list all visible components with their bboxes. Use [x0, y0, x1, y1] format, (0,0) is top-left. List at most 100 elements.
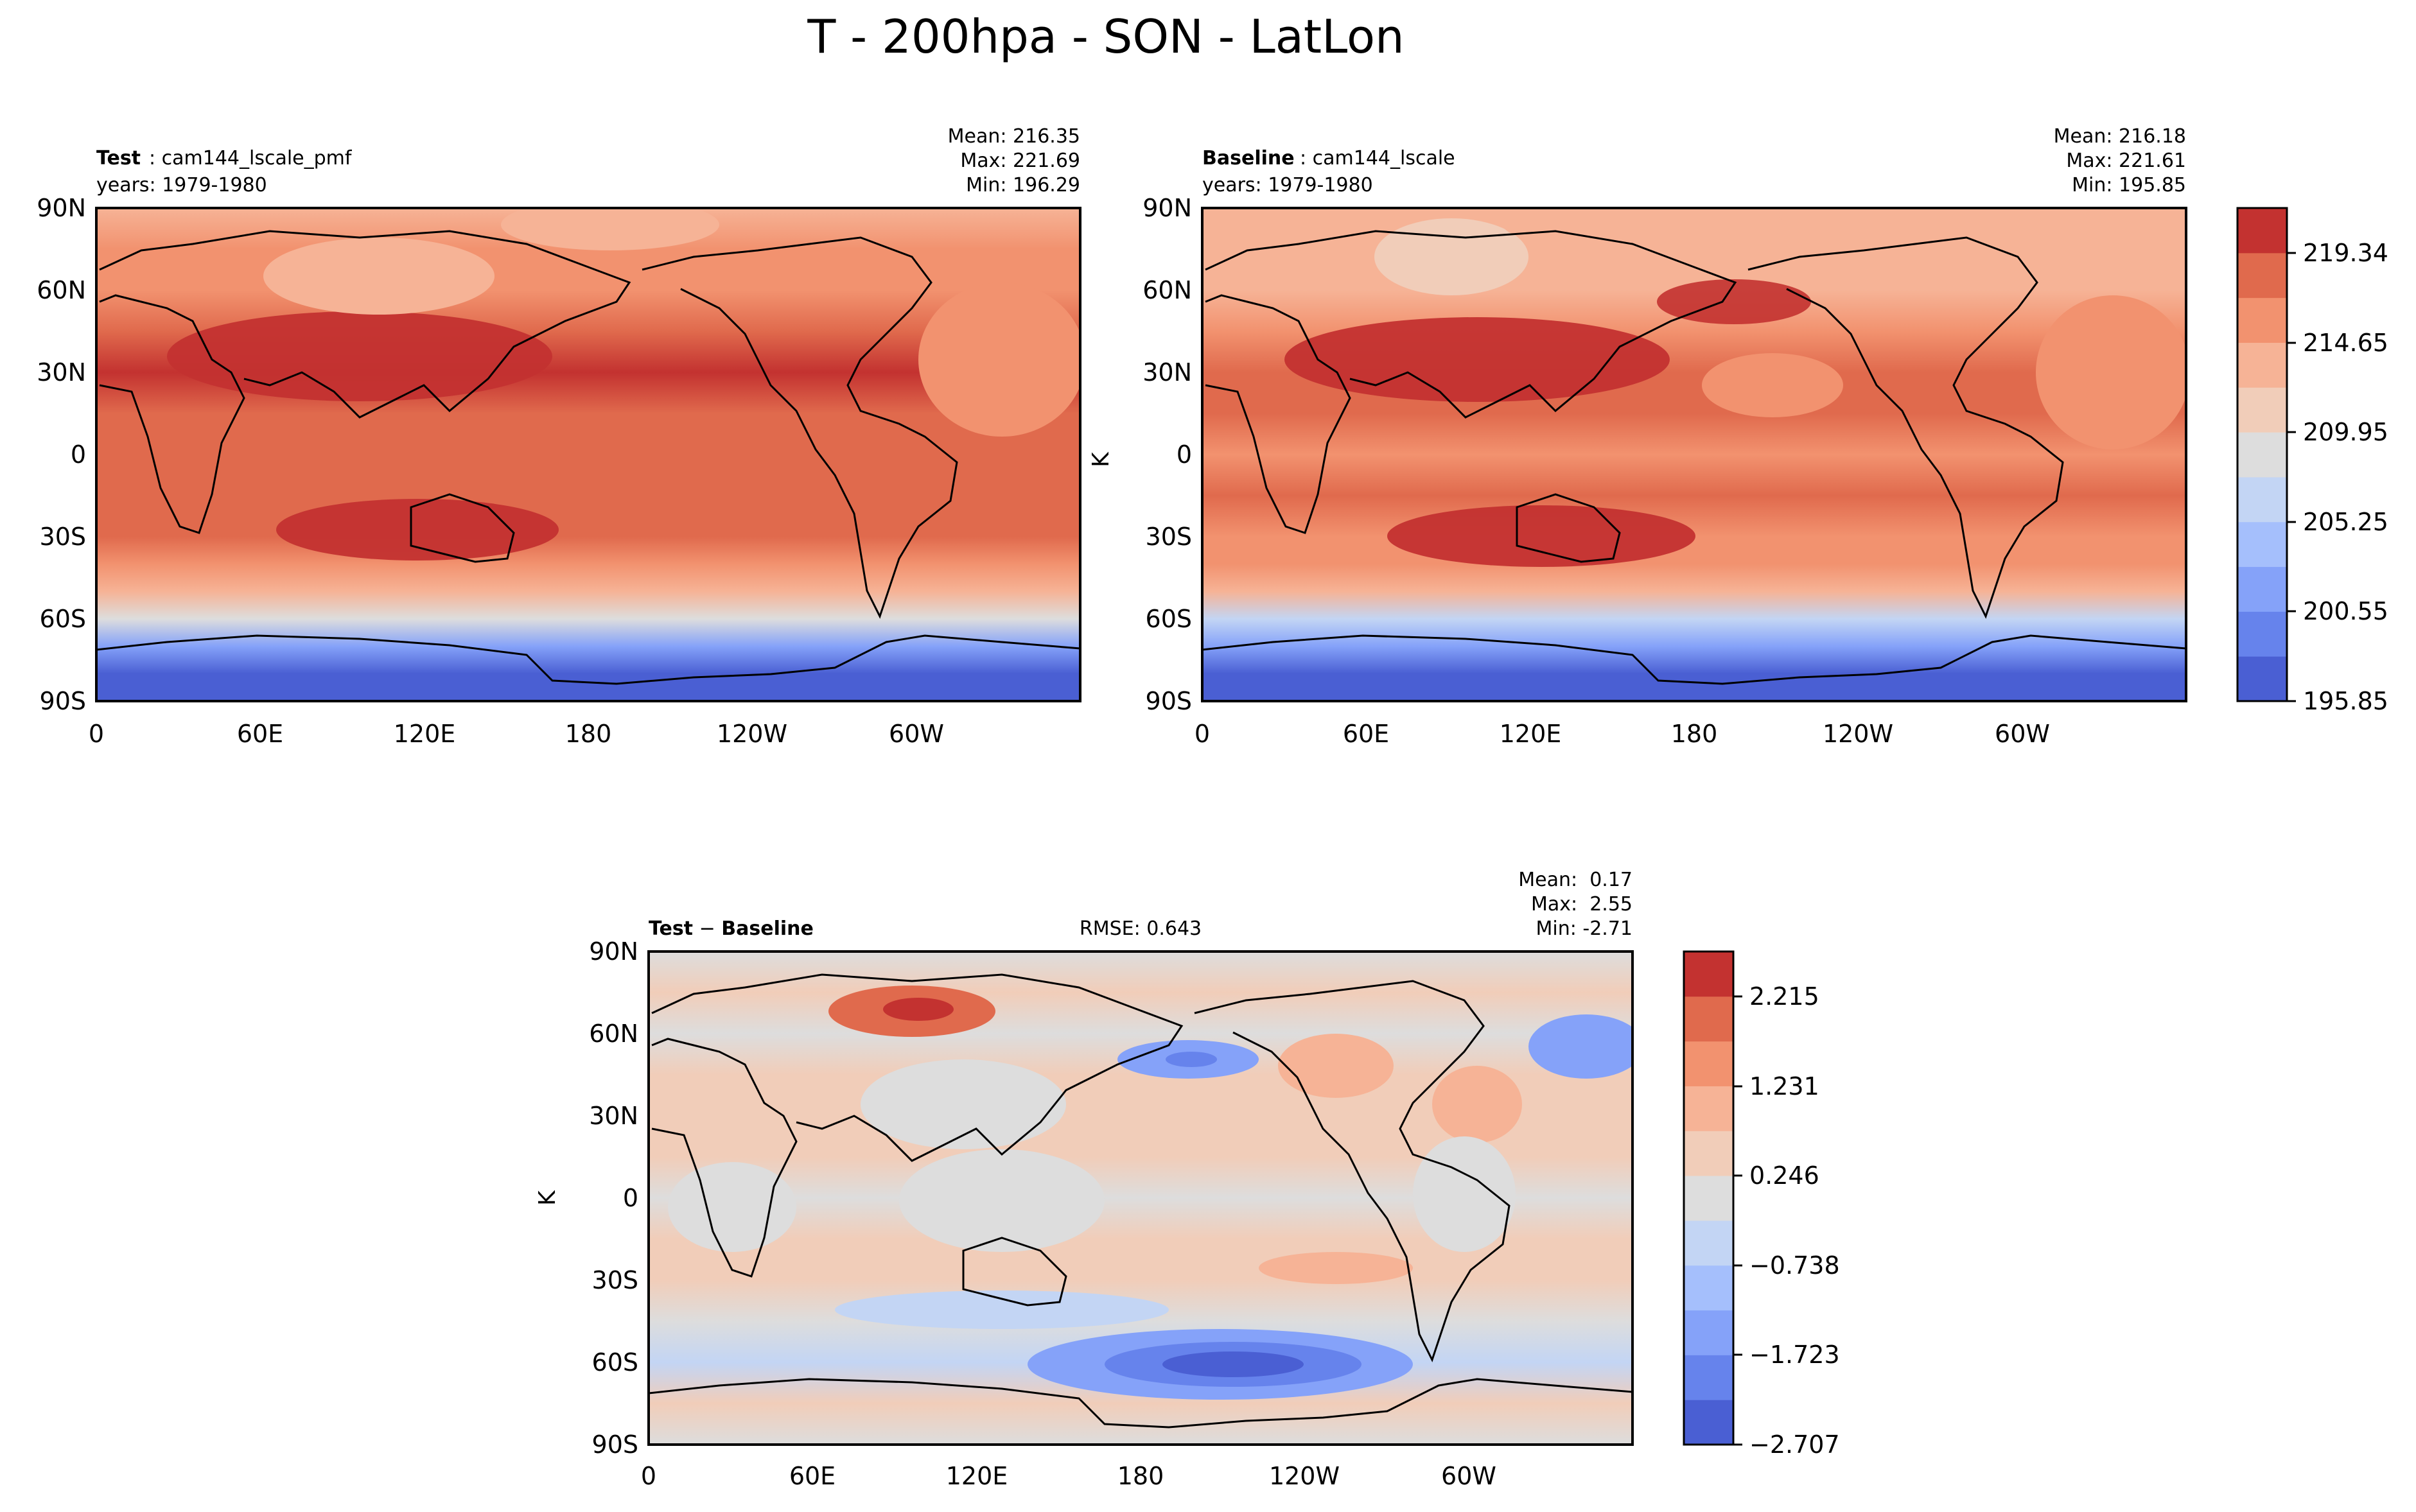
diff-cold-southern-core: [1162, 1351, 1304, 1377]
test-ytick-90s: 90S: [40, 687, 86, 715]
baseline-cool-pacific: [1702, 353, 1843, 417]
figure-title: T - 200hpa - SON - LatLon: [807, 10, 1404, 64]
test-coast-americas: [642, 236, 958, 619]
diff-cold-beringia-core: [1166, 1052, 1217, 1067]
test-xtick-60w: 60W: [889, 720, 944, 748]
diff-field-blobs: [668, 986, 1633, 1400]
bottom-cbar-label-3: 0.246: [1749, 1161, 1819, 1190]
top-cbar-label-5: 219.34: [2303, 239, 2388, 267]
test-y-ticks: 90N 60N 30N 0 30S 60S 90S: [37, 194, 86, 715]
baseline-warm-tibet: [1284, 317, 1670, 402]
diff-label-baseline: Baseline: [721, 917, 814, 940]
diff-coast-australia: [962, 1237, 1067, 1307]
baseline-stat-mean: Mean: 216.18: [2054, 125, 2186, 148]
baseline-x-ticks: 0 60E 120E 180 120W 60W: [1195, 720, 2050, 748]
diff-cool-subtropics: [835, 1290, 1169, 1329]
top-cbar-label-4: 214.65: [2303, 329, 2388, 357]
test-stat-max: Max: 221.69: [960, 150, 1080, 172]
baseline-xtick-60e: 60E: [1343, 720, 1389, 748]
bottom-cbar-label-2: −0.738: [1749, 1251, 1840, 1280]
diff-ytick-60s: 60S: [592, 1348, 638, 1377]
colorbar-swatch: [1684, 1220, 1733, 1266]
test-xtick-0: 0: [89, 720, 104, 748]
baseline-coast-asia: [1205, 230, 1737, 419]
baseline-warm-pacific: [1657, 279, 1811, 324]
test-stat-mean: Mean: 216.35: [948, 125, 1080, 148]
diff-label-test: Test: [649, 917, 693, 940]
diff-panel: Test − Baseline RMSE: 0.643 Mean: 0.17 M…: [534, 869, 1840, 1490]
baseline-ytick-90s: 90S: [1146, 687, 1192, 715]
test-ytick-30s: 30S: [40, 523, 86, 551]
baseline-map-field: [1202, 208, 2186, 701]
colorbar-swatch: [1684, 996, 1733, 1042]
diff-warm-pacific: [1278, 1034, 1394, 1098]
baseline-ytick-90n: 90N: [1142, 194, 1192, 222]
colorbar-swatch: [1684, 1310, 1733, 1355]
diff-ytick-30n: 30N: [589, 1102, 638, 1130]
diff-ytick-0: 0: [623, 1184, 638, 1212]
diff-warm-siberia-core: [883, 998, 954, 1021]
diff-xtick-60w: 60W: [1441, 1462, 1496, 1490]
baseline-coastlines: [1202, 230, 2186, 685]
colorbar-swatch: [2237, 476, 2287, 523]
test-xtick-120e: 120E: [394, 720, 456, 748]
baseline-coast-americas: [1747, 236, 2064, 619]
bottom-cbar-label-0: −2.707: [1749, 1430, 1840, 1459]
baseline-ytick-30s: 30S: [1146, 523, 1192, 551]
baseline-xtick-120e: 120E: [1500, 720, 1562, 748]
test-field-blobs: [167, 208, 1080, 560]
test-ytick-0: 0: [71, 440, 86, 469]
diff-stat-mean: Mean: 0.17: [1518, 869, 1633, 891]
test-xtick-60e: 60E: [237, 720, 283, 748]
baseline-coast-africa-eurasia: [1205, 294, 1351, 534]
top-colorbar: 195.85 200.55 205.25 209.95 214.65 219.3…: [2236, 207, 2388, 715]
baseline-cool-siberia: [1374, 218, 1528, 295]
test-coast-asia: [99, 230, 631, 419]
diff-y-ticks: 90N 60N 30N 0 30S 60S 90S: [589, 937, 638, 1459]
diff-coast-asia: [651, 973, 1184, 1162]
diff-neutral-asia: [861, 1059, 1066, 1149]
baseline-map-frame: [1201, 207, 2187, 702]
diff-xtick-120e: 120E: [946, 1462, 1008, 1490]
colorbar-swatch: [1684, 1355, 1733, 1400]
colorbar-swatch: [2237, 566, 2287, 612]
test-ytick-60s: 60S: [40, 605, 86, 633]
baseline-stat-max: Max: 221.61: [2066, 150, 2186, 172]
test-label-bold: Test: [96, 147, 141, 169]
test-cool-siberia: [263, 238, 495, 315]
diff-cold-atlantic: [1528, 1014, 1633, 1079]
baseline-coast-antarctica: [1202, 634, 2186, 685]
test-stat-min: Min: 196.29: [966, 174, 1080, 196]
diff-stat-min: Min: -2.71: [1536, 917, 1633, 940]
diff-coast-antarctica: [649, 1378, 1633, 1429]
diff-rmse: RMSE: 0.643: [1080, 917, 1202, 940]
colorbar-swatch: [2237, 208, 2287, 254]
diff-unit-label: K: [534, 1190, 561, 1206]
colorbar-swatch: [1684, 1400, 1733, 1445]
test-coastlines: [96, 230, 1080, 685]
test-xtick-180: 180: [565, 720, 612, 748]
top-colorbar-frame: [2236, 207, 2288, 702]
diff-warm-atlantic: [1432, 1066, 1522, 1143]
test-years: years: 1979-1980: [96, 174, 267, 196]
baseline-ytick-30n: 30N: [1142, 358, 1192, 387]
test-warm-tibet: [167, 311, 552, 401]
diff-xtick-180: 180: [1117, 1462, 1164, 1490]
diff-stat-max: Max: 2.55: [1531, 893, 1633, 916]
top-cbar-label-3: 209.95: [2303, 418, 2388, 446]
colorbar-swatch: [2237, 252, 2287, 299]
diff-coast-americas: [1194, 980, 1510, 1362]
baseline-years: years: 1979-1980: [1202, 174, 1373, 196]
test-xtick-120w: 120W: [717, 720, 787, 748]
bottom-colorbar-ticks: [1733, 995, 1742, 1446]
baseline-xtick-0: 0: [1195, 720, 1210, 748]
colorbar-swatch: [2237, 342, 2287, 388]
baseline-cool-arctic: [1503, 208, 1785, 250]
bottom-cbar-label-1: −1.723: [1749, 1341, 1840, 1369]
test-ytick-60n: 60N: [37, 276, 86, 304]
baseline-label-bold: Baseline: [1202, 147, 1295, 169]
test-cool-atlantic: [918, 282, 1080, 437]
top-colorbar-swatches: [2237, 208, 2287, 702]
bottom-colorbar-frame: [1683, 950, 1735, 1446]
diff-ytick-60n: 60N: [589, 1020, 638, 1048]
